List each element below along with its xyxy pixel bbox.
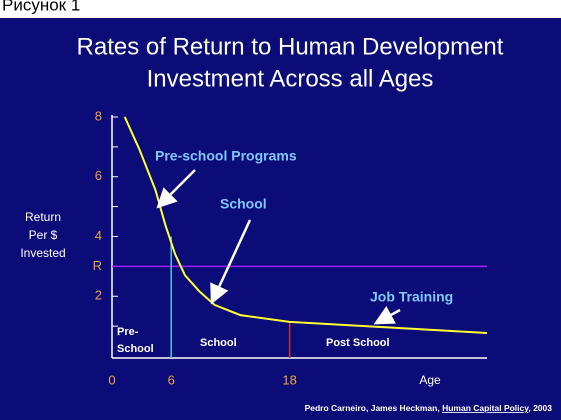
source-year: , 2003 xyxy=(528,403,552,413)
line-series xyxy=(123,116,488,334)
y-axis-label: Per $ xyxy=(29,228,58,242)
region-label: School xyxy=(200,337,237,349)
region-label: Post School xyxy=(326,337,390,349)
x-tick-label: 18 xyxy=(282,372,296,387)
slide-background xyxy=(0,18,561,420)
source-authors: Pedro Carneiro, James Heckman, xyxy=(305,403,442,413)
caption: Рисунок 1 xyxy=(2,0,80,14)
annotation-arrow xyxy=(156,169,196,209)
y-tick-label: 2 xyxy=(95,288,102,303)
x-tick-label: 0 xyxy=(108,372,115,387)
x-axis-label: Age xyxy=(419,373,441,387)
annotation: Pre-school Programs xyxy=(155,148,297,164)
y-axis-label: Invested xyxy=(20,246,65,260)
x-tick-label: 6 xyxy=(168,372,175,387)
chart-title: Investment Across all Ages xyxy=(147,65,434,92)
source-book: Human Capital Policy xyxy=(442,403,529,413)
annotation-arrow xyxy=(373,306,401,325)
y-tick-label: 6 xyxy=(95,168,102,183)
r-label: R xyxy=(93,258,102,273)
y-tick-label: 8 xyxy=(95,108,102,123)
chart-title: Rates of Return to Human Development xyxy=(77,33,504,60)
y-tick-label: 4 xyxy=(95,228,102,243)
region-label: School xyxy=(117,343,154,355)
source: Pedro Carneiro, James Heckman, Human Cap… xyxy=(305,403,553,413)
annotation: School xyxy=(220,196,267,212)
y-axis-label: Return xyxy=(25,210,61,224)
annotation-arrow xyxy=(210,219,252,305)
annotation: Job Training xyxy=(370,289,453,305)
region-label: Pre- xyxy=(117,326,139,338)
